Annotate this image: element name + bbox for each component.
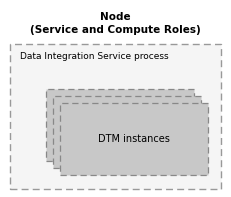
FancyBboxPatch shape — [53, 96, 201, 168]
FancyBboxPatch shape — [10, 44, 221, 189]
Text: Data Integration Service process: Data Integration Service process — [20, 51, 169, 60]
FancyBboxPatch shape — [46, 89, 194, 161]
FancyBboxPatch shape — [60, 103, 208, 175]
Text: (Service and Compute Roles): (Service and Compute Roles) — [30, 25, 200, 35]
Text: Node: Node — [100, 12, 130, 22]
Text: DTM instances: DTM instances — [98, 134, 170, 144]
